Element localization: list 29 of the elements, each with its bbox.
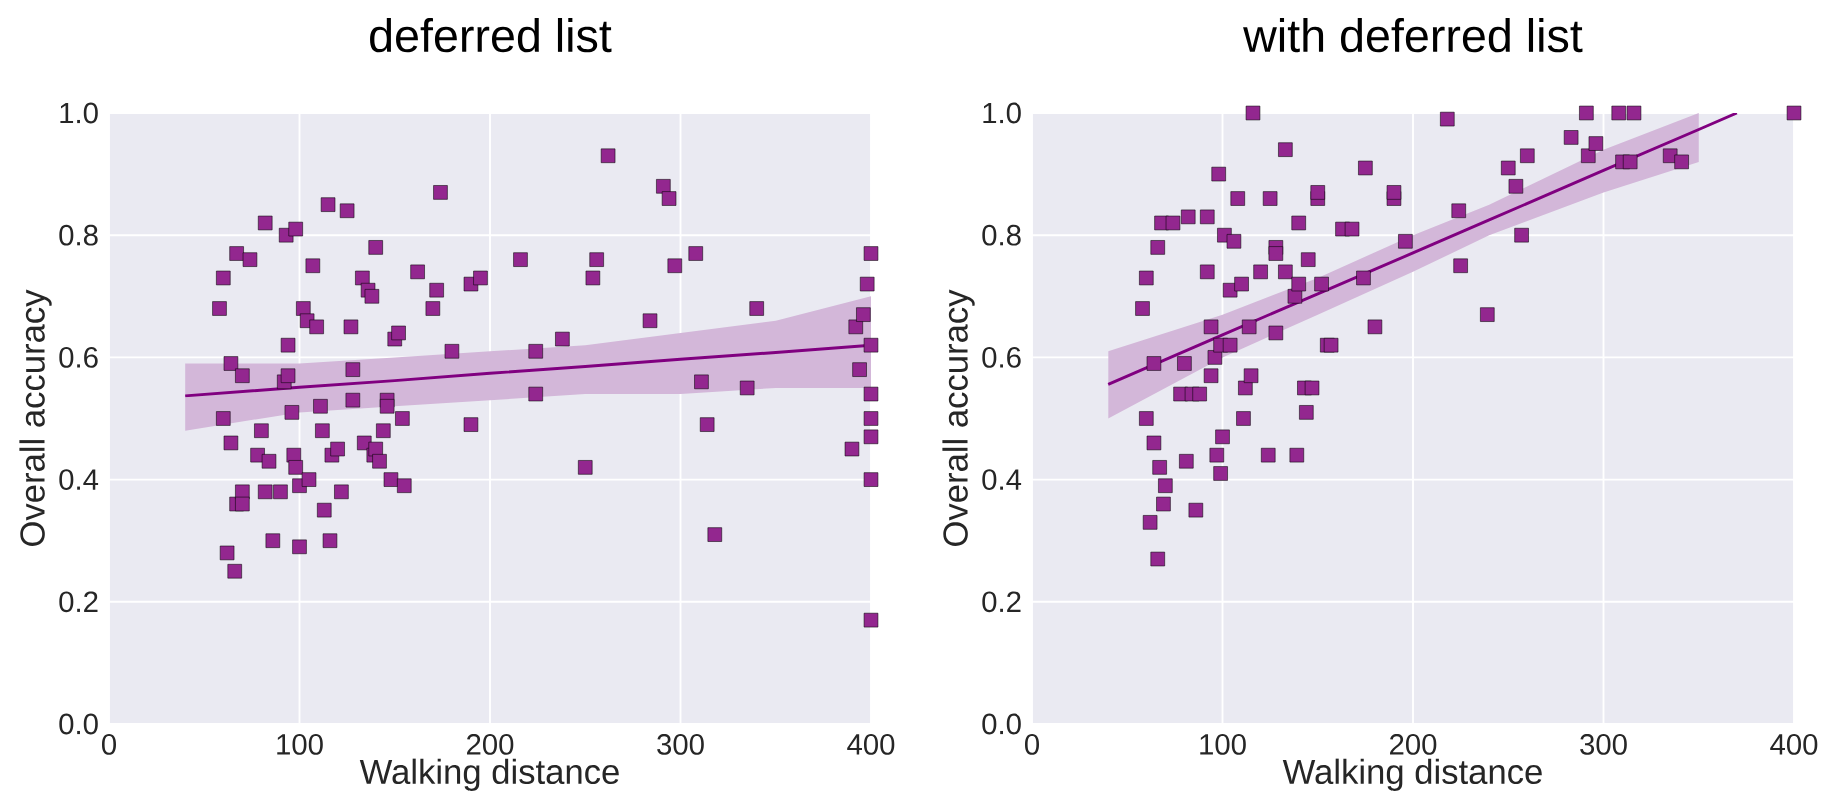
x-tick-label: 200 (1390, 734, 1437, 755)
line-series (1106, 112, 1739, 386)
y-tick-label: 0.0 (59, 713, 98, 735)
y-tick-label: 0.2 (59, 591, 98, 613)
y-tick-label: 0.6 (982, 347, 1021, 368)
y-tick-label: 0.2 (982, 591, 1021, 613)
x-tick-label: 100 (277, 734, 323, 755)
y-tick-label: 0.8 (982, 224, 1021, 246)
y-tick-label: 0.6 (59, 347, 98, 368)
x-tick-label: 400 (847, 734, 895, 755)
x-axis-title: Walking distance (1282, 758, 1542, 791)
y-tick-label: 0.8 (59, 224, 98, 246)
y-axis-title: Overall accuracy (942, 289, 975, 546)
x-tick-label: 300 (657, 734, 704, 755)
x-tick-label: 200 (467, 734, 514, 755)
x-tick-label: 0 (1025, 734, 1040, 755)
x-tick-label: 100 (1200, 734, 1246, 755)
y-axis-title: Overall accuracy (19, 289, 52, 546)
y-tick-label: 0.4 (982, 469, 1022, 490)
chart-title: deferred list (370, 18, 612, 53)
y-tick-label: 0.0 (982, 713, 1021, 735)
y-tick-label: 1.0 (60, 102, 98, 124)
x-axis-title: Walking distance (359, 758, 619, 791)
y-tick-label: 0.4 (59, 469, 99, 490)
x-tick-label: 300 (1580, 734, 1627, 755)
chart-title: with deferred list (1243, 18, 1583, 53)
x-tick-label: 400 (1770, 734, 1818, 755)
y-tick-label: 1.0 (983, 102, 1021, 124)
x-tick-label: 0 (101, 734, 116, 755)
